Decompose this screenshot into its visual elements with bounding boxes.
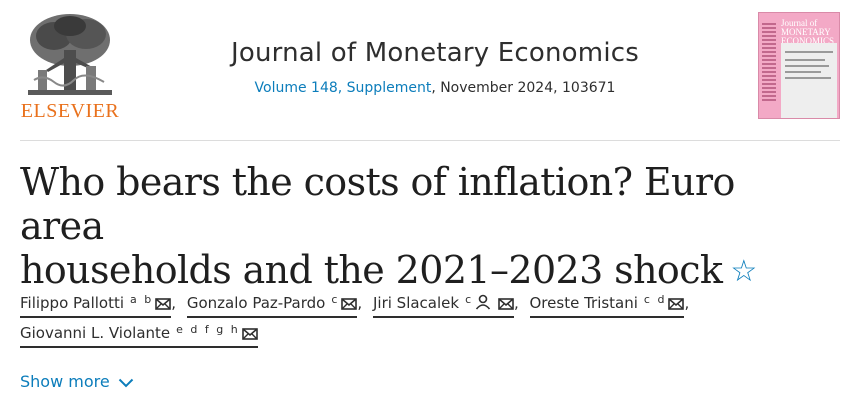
show-more-label: Show more bbox=[20, 372, 110, 391]
mail-icon[interactable] bbox=[668, 296, 685, 314]
author-affiliations: c d bbox=[643, 293, 667, 306]
journal-cover-thumbnail[interactable]: Journal of MONETARY ECONOMICS bbox=[758, 12, 840, 119]
author-name: Jiri Slacalek bbox=[372, 294, 460, 312]
author-affiliations: a b bbox=[130, 293, 154, 306]
show-more-button[interactable]: Show more bbox=[20, 372, 134, 391]
author-separator: , bbox=[513, 294, 519, 312]
cover-decoration bbox=[762, 21, 776, 116]
cover-content-panel bbox=[781, 43, 837, 118]
person-icon[interactable] bbox=[475, 294, 491, 314]
author-affiliations: c bbox=[331, 293, 340, 306]
elsevier-tree-icon bbox=[24, 10, 116, 98]
journal-title[interactable]: Journal of Monetary Economics bbox=[230, 38, 639, 68]
journal-issue-info: Volume 148, Supplement, November 2024, 1… bbox=[200, 80, 670, 96]
author-name: Oreste Tristani bbox=[529, 294, 638, 312]
mail-icon[interactable] bbox=[241, 326, 258, 344]
volume-link[interactable]: Volume 148, Supplement bbox=[254, 80, 432, 96]
author-item[interactable]: Gonzalo Paz-Pardo c bbox=[186, 291, 358, 318]
author-affiliations: c bbox=[465, 293, 474, 306]
author-affiliations: e d f g h bbox=[176, 323, 240, 336]
issue-date-ref: , November 2024, 103671 bbox=[431, 80, 616, 96]
author-item[interactable]: Oreste Tristani c d bbox=[529, 291, 685, 318]
mail-icon[interactable] bbox=[341, 296, 358, 314]
mail-icon[interactable] bbox=[498, 296, 514, 314]
elsevier-wordmark: ELSEVIER bbox=[20, 100, 120, 122]
journal-header: ELSEVIER Journal of Monetary Economics V… bbox=[0, 0, 860, 140]
header-divider bbox=[20, 140, 840, 141]
author-separator: , bbox=[357, 294, 363, 312]
author-item[interactable]: Filippo Pallotti a b bbox=[20, 291, 172, 318]
journal-info: Journal of Monetary Economics Volume 148… bbox=[200, 38, 670, 96]
author-separator: , bbox=[171, 294, 177, 312]
author-item[interactable]: Giovanni L. Violante e d f g h bbox=[20, 321, 258, 348]
author-separator: , bbox=[684, 294, 690, 312]
article-title: Who bears the costs of inflation? Euro a… bbox=[20, 160, 820, 294]
mail-icon[interactable] bbox=[155, 296, 172, 314]
author-item[interactable]: Jiri Slacalek c bbox=[372, 291, 514, 318]
author-name: Filippo Pallotti bbox=[20, 294, 125, 312]
cover-title: Journal of MONETARY ECONOMICS bbox=[781, 18, 835, 46]
elsevier-logo[interactable]: ELSEVIER bbox=[20, 10, 120, 122]
star-outline-icon[interactable]: ☆ bbox=[730, 254, 757, 289]
author-list: Filippo Pallotti a b, Gonzalo Paz-Pardo c,… bbox=[20, 288, 820, 348]
author-name: Gonzalo Paz-Pardo bbox=[186, 294, 326, 312]
article-title-line2: households and the 2021–2023 shock bbox=[20, 248, 723, 292]
article-title-line1: Who bears the costs of inflation? Euro a… bbox=[20, 160, 735, 248]
chevron-down-icon bbox=[118, 378, 133, 388]
author-name: Giovanni L. Violante bbox=[20, 324, 171, 342]
